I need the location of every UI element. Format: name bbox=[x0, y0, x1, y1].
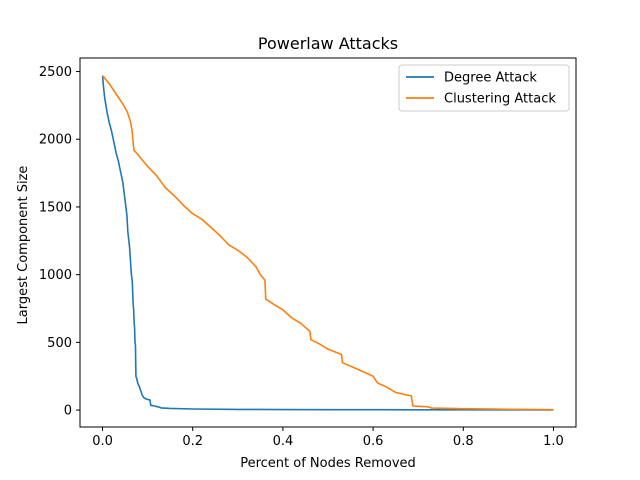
series-line-clustering-attack bbox=[101, 75, 554, 411]
series-layer bbox=[101, 75, 554, 411]
y-tick-label: 1500 bbox=[39, 200, 72, 215]
y-axis: 0 500 1000 1500 2000 2500 bbox=[39, 65, 80, 419]
x-axis: 0.0 0.2 0.4 0.6 0.8 1.0 bbox=[92, 427, 564, 449]
chart-title: Powerlaw Attacks bbox=[258, 34, 398, 53]
x-tick-label: 0.4 bbox=[273, 434, 294, 449]
axes-frame bbox=[79, 57, 577, 428]
y-axis-label: Largest Component Size bbox=[16, 166, 31, 325]
x-tick-label: 0.6 bbox=[363, 434, 384, 449]
x-axis-label: Percent of Nodes Removed bbox=[240, 456, 416, 471]
legend-label: Clustering Attack bbox=[444, 92, 556, 107]
x-tick-label: 0.8 bbox=[453, 434, 474, 449]
y-tick-label: 2500 bbox=[39, 65, 72, 80]
y-tick-label: 1000 bbox=[39, 268, 72, 283]
legend-label: Degree Attack bbox=[444, 71, 537, 86]
y-tick-label: 0 bbox=[64, 404, 72, 419]
x-tick-label: 1.0 bbox=[543, 434, 564, 449]
x-tick-label: 0.2 bbox=[182, 434, 203, 449]
x-tick-label: 0.0 bbox=[92, 434, 113, 449]
y-tick-label: 2000 bbox=[39, 133, 72, 148]
series-line-degree-attack bbox=[101, 75, 554, 411]
legend-box bbox=[398, 64, 570, 112]
y-tick-label: 500 bbox=[47, 336, 72, 351]
legend: Degree Attack Clustering Attack bbox=[398, 64, 570, 112]
